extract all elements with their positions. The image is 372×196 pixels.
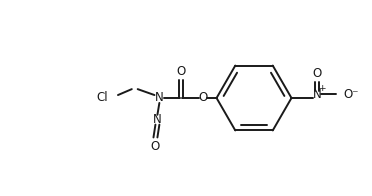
Text: Cl: Cl xyxy=(96,92,108,104)
Text: N: N xyxy=(153,113,162,126)
Text: N: N xyxy=(155,92,164,104)
Text: N: N xyxy=(313,88,321,101)
Text: O: O xyxy=(312,67,322,80)
Text: O: O xyxy=(151,140,160,153)
Text: O⁻: O⁻ xyxy=(344,88,359,101)
Text: +: + xyxy=(318,84,326,93)
Text: O: O xyxy=(198,92,207,104)
Text: O: O xyxy=(176,65,186,78)
